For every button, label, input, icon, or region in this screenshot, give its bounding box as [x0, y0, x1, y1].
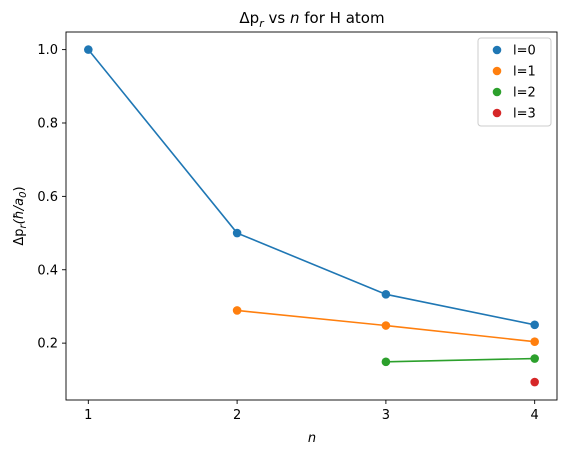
- y-tick-label: 0.4: [37, 263, 58, 278]
- data-point-l=3: [530, 377, 539, 387]
- data-point-l=2: [530, 354, 539, 363]
- series-layer: [84, 45, 539, 387]
- legend-marker: [492, 108, 502, 118]
- y-tick-label: 0.8: [37, 116, 58, 131]
- title-vs: vs: [264, 9, 290, 27]
- data-point-l=0: [84, 45, 93, 54]
- title-rest: for H atom: [300, 9, 385, 27]
- y-axis: 0.2 0.4 0.6 0.8 1.0: [37, 43, 66, 352]
- x-axis-label: n: [308, 431, 316, 446]
- data-point-l=0: [232, 228, 242, 238]
- x-tick-label: 2: [233, 408, 241, 423]
- y-tick-label: 1.0: [37, 43, 58, 58]
- title-n: n: [290, 9, 300, 27]
- x-tick-label: 3: [382, 408, 390, 423]
- x-tick-label: 1: [84, 408, 92, 423]
- ylabel-unit: (ħ/a: [12, 198, 27, 224]
- data-point-l=2: [381, 357, 391, 367]
- data-point-l=0: [381, 290, 391, 299]
- y-tick-label: 0.2: [37, 337, 58, 352]
- legend-label: l=1: [513, 65, 536, 80]
- series-line-l=0: [87, 49, 535, 326]
- legend-label: l=2: [513, 86, 536, 101]
- data-point-l=0: [530, 320, 539, 330]
- chart-title: Δpr vs n for H atom: [239, 9, 384, 30]
- legend-marker: [492, 87, 502, 97]
- legend: l=0 l=1 l=2 l=3: [477, 37, 552, 127]
- y-tick-label: 0.6: [37, 190, 58, 205]
- data-point-l=1: [381, 321, 391, 330]
- ylabel-subscript: r: [18, 223, 29, 228]
- title-subscript: r: [259, 17, 265, 30]
- legend-label: l=3: [513, 107, 536, 122]
- plot-area: [65, 31, 558, 401]
- ylabel-delta-p: Δp: [12, 228, 27, 245]
- y-axis-label: Δpr(ħ/a0): [12, 186, 29, 245]
- x-tick-label: 4: [531, 408, 539, 423]
- ylabel-unit-subscript: 0: [18, 191, 29, 197]
- legend-box: [477, 37, 552, 127]
- data-point-l=1: [232, 306, 242, 315]
- series-line-l=2: [385, 357, 535, 363]
- legend-label: l=0: [513, 44, 536, 59]
- data-point-l=1: [530, 337, 539, 346]
- legend-marker: [492, 45, 502, 55]
- x-axis: 1 2 3 4: [84, 400, 539, 423]
- legend-marker: [492, 66, 502, 76]
- title-delta-p: Δp: [239, 9, 259, 27]
- ylabel-close: ): [12, 186, 27, 191]
